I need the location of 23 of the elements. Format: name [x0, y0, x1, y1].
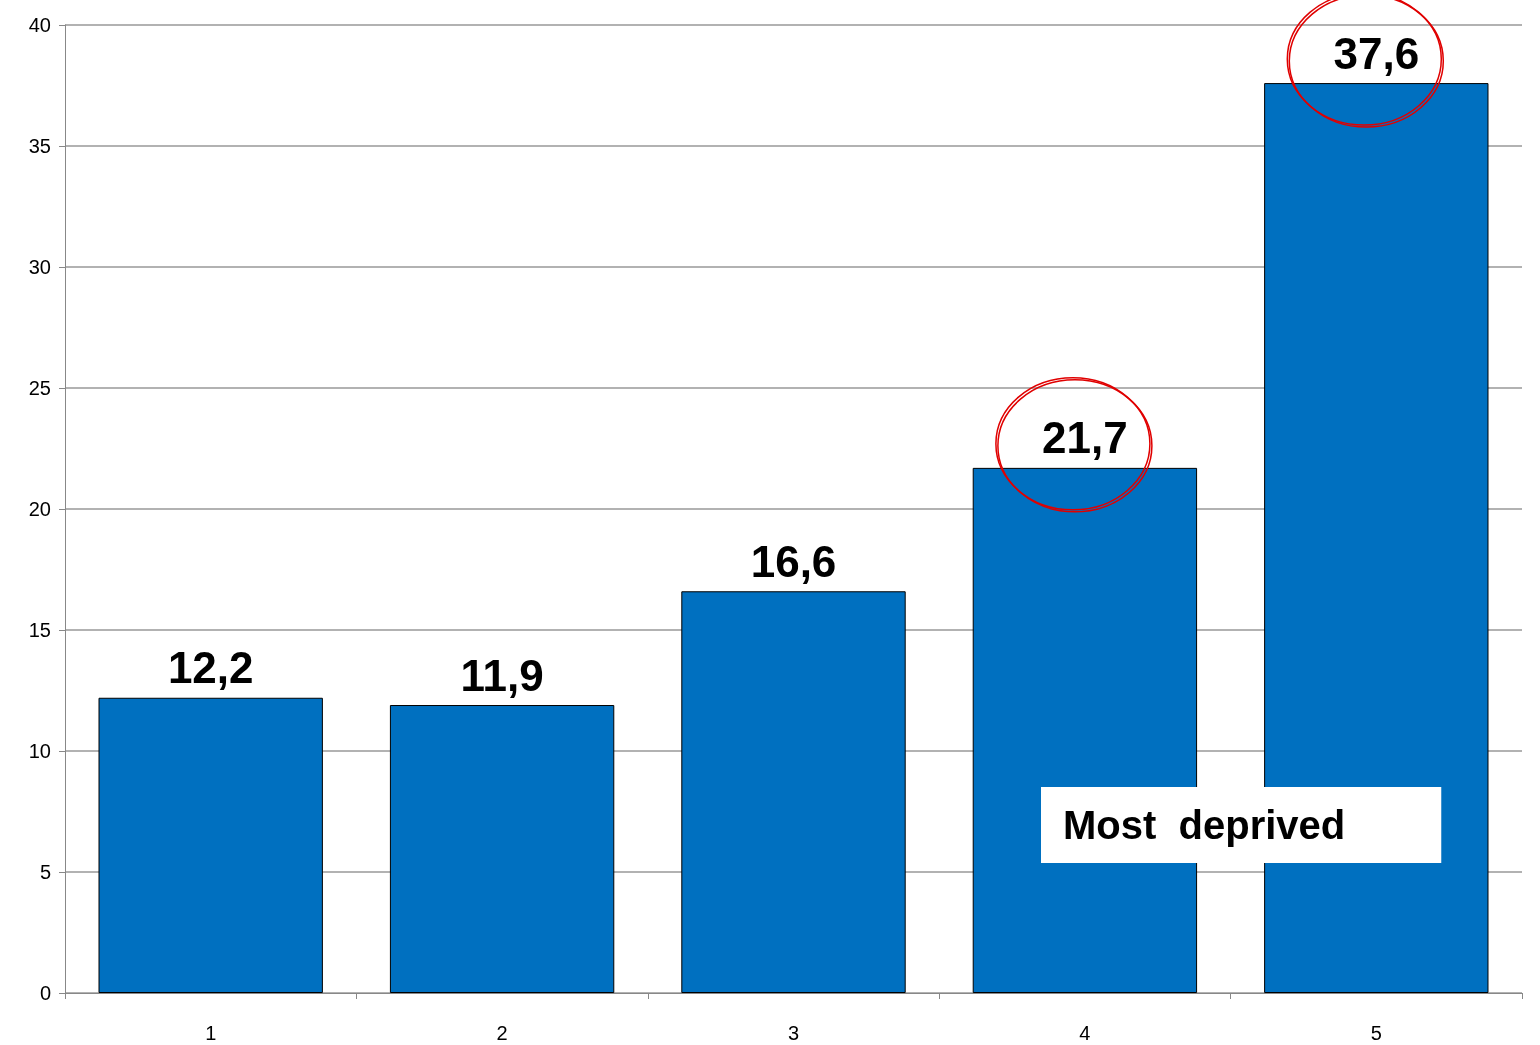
- bar: [389, 705, 615, 993]
- y-tick-label: 0: [39, 982, 51, 1004]
- x-tick-label: 3: [787, 1022, 800, 1044]
- x-tick-label: 1: [205, 1022, 217, 1044]
- x-tick-label: 4: [1079, 1022, 1091, 1044]
- y-tick-label: 30: [28, 256, 51, 278]
- y-tick-label: 35: [28, 135, 51, 157]
- y-tick-label: 5: [39, 861, 51, 883]
- y-tick-label: 40: [28, 14, 51, 36]
- x-tick-label: 5: [1370, 1022, 1382, 1044]
- annotation: Most deprived: [1063, 803, 1346, 847]
- y-tick-label: 20: [28, 498, 51, 520]
- y-tick-label: 25: [28, 377, 51, 399]
- data-label: 11,9: [460, 650, 544, 700]
- data-label: 37,6: [1333, 28, 1420, 78]
- bar: [681, 591, 906, 993]
- bar: [98, 697, 323, 993]
- data-label: 21,7: [1042, 413, 1128, 463]
- y-tick-label: 15: [28, 619, 51, 641]
- data-label: 12,2: [167, 643, 254, 693]
- y-tick-label: 10: [28, 740, 51, 762]
- x-tick-label: 2: [496, 1022, 508, 1044]
- data-label: 16,6: [750, 536, 837, 586]
